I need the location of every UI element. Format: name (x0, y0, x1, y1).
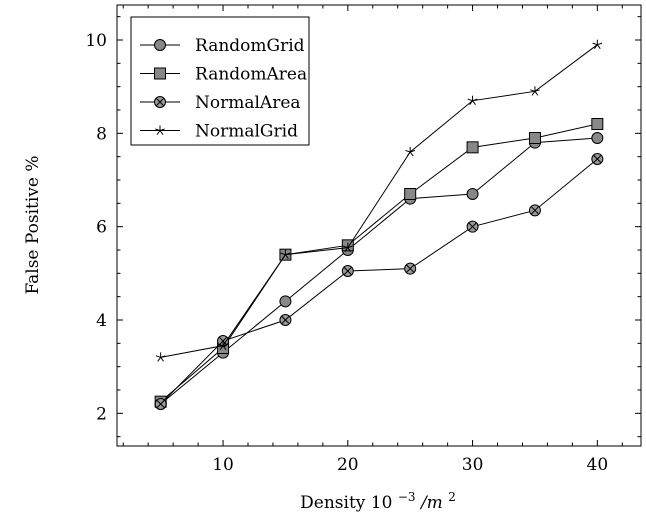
data-point-normalarea (466, 220, 479, 233)
data-point-normalarea (404, 262, 417, 275)
legend-label: RandomArea (195, 65, 307, 85)
data-point-randomgrid (591, 132, 604, 144)
axis-ticks: 10 20 30 40 2 4 6 8 10 (85, 5, 641, 475)
series-line-randomgrid (160, 137, 598, 405)
data-point-randomgrid (279, 295, 292, 308)
y-tick-label: 6 (96, 218, 107, 238)
y-tick-label: 4 (96, 311, 107, 331)
series-randomgrid (154, 132, 604, 410)
legend-marker-normalarea (154, 96, 166, 108)
data-point-normalgrid (530, 86, 540, 96)
data-point-normalarea (279, 314, 292, 326)
y-tick-label: 8 (96, 124, 107, 144)
series-line-normalarea (160, 158, 598, 405)
y-tick-label: 2 (96, 404, 107, 424)
x-tick-label: 30 (462, 455, 484, 475)
x-axis-label: Density 10 −3 /m 2 (300, 486, 456, 513)
series-normalarea (154, 153, 604, 410)
data-point-normalgrid (342, 242, 353, 253)
x-axis-label-text: Density (300, 493, 371, 513)
legend-marker-normalgrid (155, 125, 165, 135)
legend-item-randomarea: RandomArea (140, 65, 307, 85)
legend: RandomGrid RandomArea NormalArea NormalGrid (130, 16, 310, 146)
data-point-randomarea (404, 188, 417, 200)
legend-label: RandomGrid (195, 36, 305, 56)
data-point-normalarea (341, 265, 354, 277)
legend-label: NormalGrid (195, 122, 298, 142)
legend-item-normalarea: NormalArea (140, 93, 301, 113)
data-point-randomgrid (466, 188, 479, 200)
data-point-normalarea (528, 204, 541, 217)
legend-label: NormalArea (195, 93, 301, 113)
legend-box (130, 16, 310, 146)
data-point-normalgrid (218, 340, 228, 351)
data-point-normalgrid (405, 147, 416, 157)
data-point-randomarea (528, 132, 541, 144)
legend-item-randomgrid: RandomGrid (140, 36, 305, 56)
data-point-normalgrid (467, 95, 478, 106)
series-randomarea (154, 118, 604, 408)
legend-marker-randomarea (154, 67, 166, 80)
plot-frame (116, 4, 642, 447)
series-line-randomarea (160, 123, 598, 403)
data-point-randomarea (466, 141, 479, 154)
legend-marker-randomgrid (154, 39, 166, 51)
data-point-normalgrid (155, 352, 166, 362)
x-tick-label: 40 (587, 455, 609, 475)
y-axis-label: False Positive % (23, 155, 43, 294)
data-point-normalgrid (592, 39, 603, 50)
y-tick-label: 10 (85, 31, 107, 51)
data-point-normalgrid (280, 249, 291, 260)
x-axis-label-unit: /m (419, 493, 443, 513)
x-axis-label-unit-power: 2 (448, 490, 456, 504)
x-axis-label-exp-power: −3 (398, 490, 416, 504)
data-point-normalarea (154, 398, 167, 410)
series-group (154, 39, 604, 410)
x-tick-label: 20 (337, 455, 359, 475)
data-point-randomarea (591, 118, 604, 130)
legend-item-normalgrid: NormalGrid (140, 122, 298, 142)
series-normalgrid (155, 39, 603, 362)
data-point-normalarea (591, 153, 604, 165)
x-tick-label: 10 (212, 455, 234, 475)
series-line-normalgrid (160, 44, 598, 358)
x-axis-label-exp-base: 10 (371, 493, 393, 513)
legend-items: RandomGrid RandomArea NormalArea NormalGrid (140, 36, 307, 142)
